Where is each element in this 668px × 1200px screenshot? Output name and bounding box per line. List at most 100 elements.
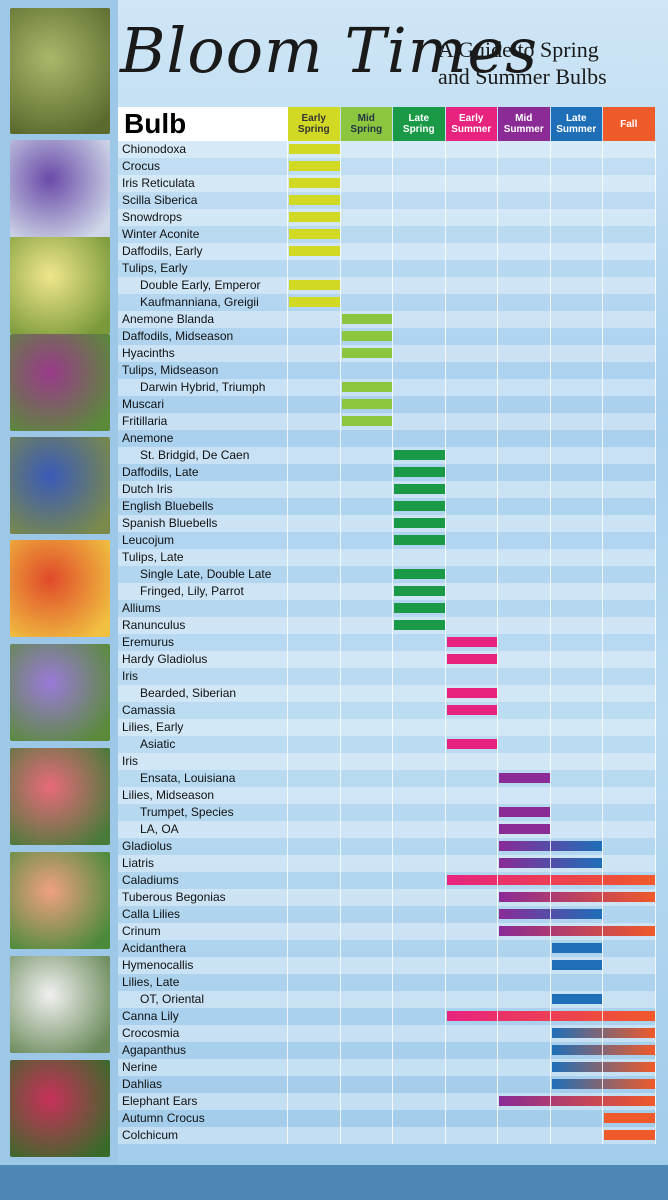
bulb-photo xyxy=(10,852,110,949)
bulb-name: Fringed, Lily, Parrot xyxy=(140,584,244,598)
bulb-name: Alliums xyxy=(122,601,161,615)
bulb-photo xyxy=(10,956,110,1053)
bloom-bar xyxy=(604,1113,655,1123)
table-row: Leucojum xyxy=(118,532,656,549)
bloom-bar xyxy=(446,875,655,885)
table-row: Muscari xyxy=(118,396,656,413)
bulb-name: Trumpet, Species xyxy=(140,805,234,819)
bulb-name: Tulips, Late xyxy=(122,550,184,564)
season-header: Late Summer xyxy=(550,107,602,141)
season-header: Early Spring xyxy=(288,107,340,141)
bloom-bar xyxy=(499,909,602,919)
bulb-name: Winter Aconite xyxy=(122,227,200,241)
column-divider xyxy=(392,141,393,1144)
bloom-bar xyxy=(499,926,655,936)
bulb-name: Darwin Hybrid, Triumph xyxy=(140,380,266,394)
bulb-name: Asiatic xyxy=(140,737,176,751)
table-row: Alliums xyxy=(118,600,656,617)
bulb-photo xyxy=(10,748,110,845)
bloom-bar xyxy=(394,484,445,494)
table-row: Dahlias xyxy=(118,1076,656,1093)
bulb-name: Caladiums xyxy=(122,873,179,887)
subtitle-line-1: A Guide to Spring xyxy=(438,37,599,62)
table-row: Double Early, Emperor xyxy=(118,277,656,294)
bulb-name: Daffodils, Early xyxy=(122,244,203,258)
bloom-bar xyxy=(499,773,550,783)
bulb-name: Acidanthera xyxy=(122,941,187,955)
bulb-name: Autumn Crocus xyxy=(122,1111,205,1125)
bloom-bar xyxy=(394,450,445,460)
table-row: Asiatic xyxy=(118,736,656,753)
table-row: Single Late, Double Late xyxy=(118,566,656,583)
bloom-bar xyxy=(289,178,340,188)
table-row: Hymenocallis xyxy=(118,957,656,974)
bloom-bar xyxy=(551,1045,655,1055)
bloom-bar xyxy=(551,960,602,970)
table-row: OT, Oriental xyxy=(118,991,656,1008)
bulb-name: Chionodoxa xyxy=(122,142,187,156)
table-row: Crocus xyxy=(118,158,656,175)
bloom-bar xyxy=(499,824,550,834)
bloom-bar xyxy=(551,1062,655,1072)
bulb-name: Liatris xyxy=(122,856,155,870)
table-row: Tulips, Midseason xyxy=(118,362,656,379)
bulb-name: Crocosmia xyxy=(122,1026,180,1040)
bloom-bar xyxy=(499,858,602,868)
bulb-name: Crocus xyxy=(122,159,161,173)
bulb-name: Hymenocallis xyxy=(122,958,194,972)
bloom-bar xyxy=(289,297,340,307)
season-header: Early Summer xyxy=(445,107,497,141)
bloom-bar xyxy=(499,1096,655,1106)
subtitle-line-2: and Summer Bulbs xyxy=(438,64,607,89)
table-row: Hyacinths xyxy=(118,345,656,362)
bulb-name: Elephant Ears xyxy=(122,1094,198,1108)
bulb-name: Eremurus xyxy=(122,635,175,649)
bloom-bar xyxy=(551,943,602,953)
bloom-bar xyxy=(394,535,445,545)
bloom-bar xyxy=(341,416,392,426)
table-row: Canna Lily xyxy=(118,1008,656,1025)
bulb-name: Camassia xyxy=(122,703,176,717)
bloom-bar xyxy=(341,331,392,341)
bulb-name: Leucojum xyxy=(122,533,175,547)
table-row: Daffodils, Early xyxy=(118,243,656,260)
table-row: Nerine xyxy=(118,1059,656,1076)
bloom-bar xyxy=(394,518,445,528)
bulb-name: Colchicum xyxy=(122,1128,179,1142)
bloom-bar xyxy=(394,501,445,511)
season-header: Mid Spring xyxy=(340,107,392,141)
bulb-name: Dahlias xyxy=(122,1077,163,1091)
table-row: Caladiums xyxy=(118,872,656,889)
bulb-name: LA, OA xyxy=(140,822,179,836)
bloom-bar xyxy=(604,1130,655,1140)
bulb-name: Scilla Siberica xyxy=(122,193,198,207)
bulb-name: Single Late, Double Late xyxy=(140,567,272,581)
bulb-name: Canna Lily xyxy=(122,1009,179,1023)
bulb-name: Agapanthus xyxy=(122,1043,187,1057)
table-row: Trumpet, Species xyxy=(118,804,656,821)
table-row: Crinum xyxy=(118,923,656,940)
column-divider xyxy=(339,141,341,1144)
bulb-name: Daffodils, Midseason xyxy=(122,329,234,343)
table-row: Iris Reticulata xyxy=(118,175,656,192)
bulb-name: Dutch Iris xyxy=(122,482,173,496)
table-row: Fringed, Lily, Parrot xyxy=(118,583,656,600)
bloom-bar xyxy=(551,1079,655,1089)
bulb-name: Lilies, Late xyxy=(122,975,180,989)
bloom-bar xyxy=(289,229,340,239)
table-row: Scilla Siberica xyxy=(118,192,656,209)
bulb-column-header: Bulb xyxy=(118,107,288,141)
photo-column xyxy=(0,0,118,1165)
bulb-name: St. Bridgid, De Caen xyxy=(140,448,250,462)
bulb-name: Muscari xyxy=(122,397,165,411)
bulb-name: Tulips, Early xyxy=(122,261,188,275)
bulb-photo xyxy=(10,1060,110,1157)
table-row: Dutch Iris xyxy=(118,481,656,498)
table-row: Camassia xyxy=(118,702,656,719)
table-row: Ranunculus xyxy=(118,617,656,634)
bloom-bar xyxy=(394,620,445,630)
bulb-photo xyxy=(10,334,110,431)
table-row: Spanish Bluebells xyxy=(118,515,656,532)
table-row: Bearded, Siberian xyxy=(118,685,656,702)
column-divider xyxy=(654,141,656,1144)
